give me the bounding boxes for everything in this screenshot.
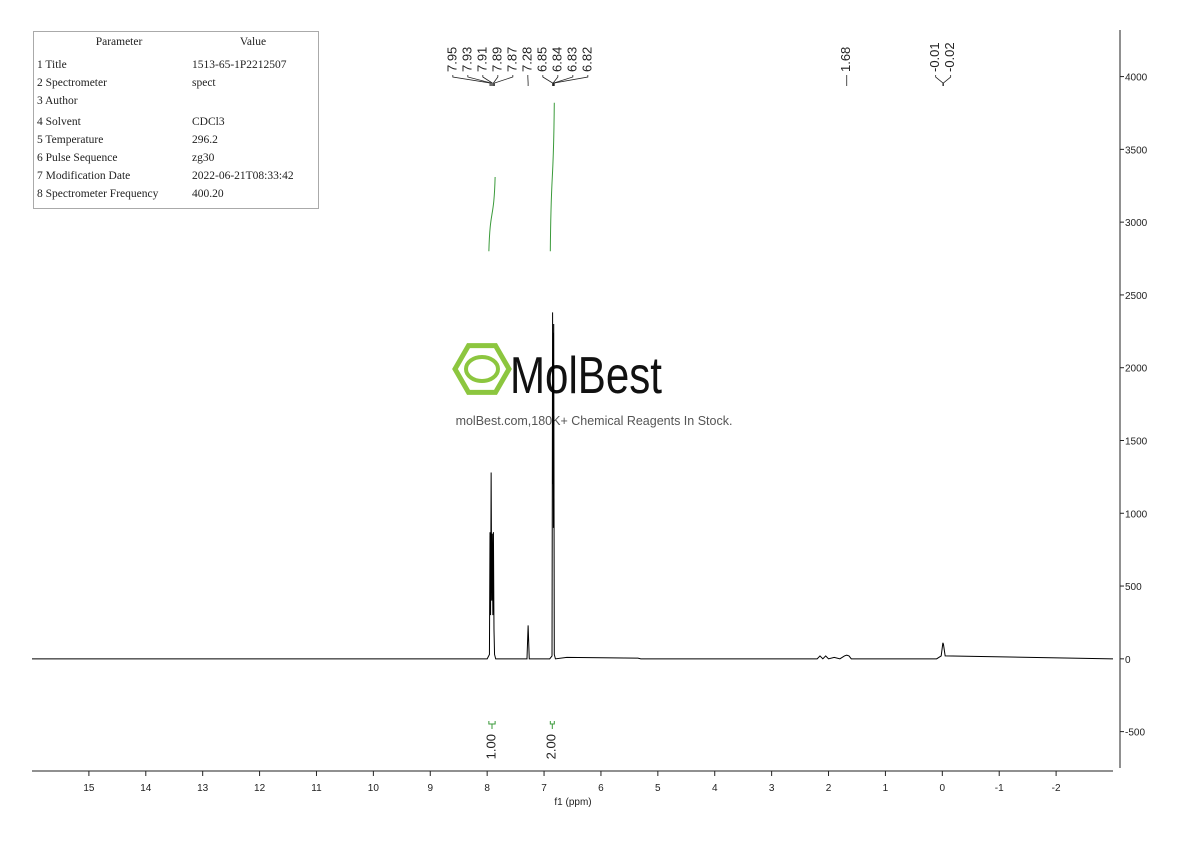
integral-bracket bbox=[488, 721, 496, 729]
integral-curve bbox=[488, 177, 496, 252]
integral-label: 1.00 bbox=[483, 734, 498, 759]
integral-label: 2.00 bbox=[544, 734, 559, 759]
x-tick-label: 7 bbox=[541, 783, 547, 794]
peak-leader bbox=[467, 75, 492, 86]
y-tick-label: 3000 bbox=[1125, 218, 1148, 229]
peak-leader bbox=[552, 75, 559, 86]
peak-label: -0.02 bbox=[942, 42, 957, 72]
y-tick-label: 3500 bbox=[1125, 145, 1148, 156]
parameter-table: Parameter Value 1 Title 1513-65-1P2212507 2 … bbox=[33, 31, 319, 209]
y-tick-label: 2000 bbox=[1125, 364, 1148, 375]
logo bbox=[452, 343, 512, 395]
x-tick-label: 1 bbox=[883, 783, 889, 794]
x-tick-label: 12 bbox=[254, 783, 266, 794]
peak-label: 1.68 bbox=[838, 47, 853, 72]
integral-bracket bbox=[549, 721, 555, 729]
table-header: Parameter bbox=[95, 36, 143, 48]
peak-label: 7.95 bbox=[444, 47, 459, 72]
param-name: 2 Spectrometer bbox=[37, 77, 107, 89]
peak-label: -0.01 bbox=[927, 42, 942, 72]
watermark-brand: MolBest bbox=[510, 347, 662, 405]
param-name: 6 Pulse Sequence bbox=[37, 152, 118, 164]
x-tick-label: 15 bbox=[83, 783, 95, 794]
param-name: 4 Solvent bbox=[37, 116, 81, 128]
x-tick-label: 14 bbox=[140, 783, 152, 794]
param-name: 1 Title bbox=[37, 59, 67, 71]
x-tick-label: 10 bbox=[368, 783, 380, 794]
y-tick-label: 0 bbox=[1125, 655, 1131, 666]
param-value: 1513-65-1P2212507 bbox=[192, 59, 287, 71]
peak-label: 7.87 bbox=[504, 47, 519, 72]
peak-label: 7.89 bbox=[489, 47, 504, 72]
peak-leader bbox=[935, 75, 944, 86]
y-tick-label: -500 bbox=[1125, 728, 1145, 739]
y-tick-label: 4000 bbox=[1125, 73, 1148, 84]
param-value: spect bbox=[192, 77, 216, 89]
y-tick-label: 500 bbox=[1125, 582, 1142, 593]
peak-leader bbox=[482, 75, 493, 86]
peak-label: 7.28 bbox=[519, 47, 534, 72]
x-tick-label: -2 bbox=[1052, 783, 1061, 794]
peak-leader bbox=[943, 75, 952, 86]
peak-leader bbox=[493, 75, 499, 86]
peak-leader bbox=[452, 75, 491, 86]
x-tick-label: 13 bbox=[197, 783, 209, 794]
param-name: 5 Temperature bbox=[37, 134, 104, 146]
param-value: 400.20 bbox=[192, 188, 224, 200]
peak-label: 7.91 bbox=[474, 47, 489, 72]
y-tick-label: 1500 bbox=[1125, 436, 1148, 447]
param-value: CDCl3 bbox=[192, 116, 225, 128]
x-tick-label: 2 bbox=[826, 783, 832, 794]
peak-leader bbox=[553, 75, 589, 86]
peak-leader bbox=[542, 75, 553, 86]
y-tick-label: 1000 bbox=[1125, 509, 1148, 520]
param-name: 8 Spectrometer Frequency bbox=[37, 188, 159, 200]
peak-leader bbox=[494, 75, 514, 86]
table-header: Value bbox=[239, 36, 267, 48]
param-name: 7 Modification Date bbox=[37, 170, 131, 182]
peak-label: 6.85 bbox=[534, 47, 549, 72]
x-tick-label: 0 bbox=[940, 783, 946, 794]
param-value: 296.2 bbox=[192, 134, 218, 146]
peak-label: 7.93 bbox=[459, 47, 474, 72]
param-value: zg30 bbox=[192, 152, 215, 164]
x-tick-label: 9 bbox=[427, 783, 433, 794]
x-tick-label: 5 bbox=[655, 783, 661, 794]
peak-label: 6.84 bbox=[549, 47, 564, 72]
peak-leader bbox=[553, 75, 574, 86]
x-tick-label: -1 bbox=[995, 783, 1004, 794]
param-name: 3 Author bbox=[37, 95, 78, 107]
y-tick-label: 2500 bbox=[1125, 291, 1148, 302]
watermark-tagline: molBest.com,180K+ Chemical Reagents In S… bbox=[456, 414, 733, 428]
param-value: 2022-06-21T08:33:42 bbox=[192, 170, 294, 182]
x-axis-label: f1 (ppm) bbox=[554, 797, 591, 808]
integral-curve bbox=[549, 102, 555, 252]
x-tick-label: 11 bbox=[311, 783, 322, 794]
peak-label: 6.83 bbox=[564, 47, 579, 72]
x-tick-label: 4 bbox=[712, 783, 718, 794]
x-tick-label: 6 bbox=[598, 783, 604, 794]
x-tick-label: 8 bbox=[484, 783, 490, 794]
spectrum-line bbox=[32, 312, 1114, 660]
x-tick-label: 3 bbox=[769, 783, 775, 794]
peak-label: 6.82 bbox=[579, 47, 594, 72]
